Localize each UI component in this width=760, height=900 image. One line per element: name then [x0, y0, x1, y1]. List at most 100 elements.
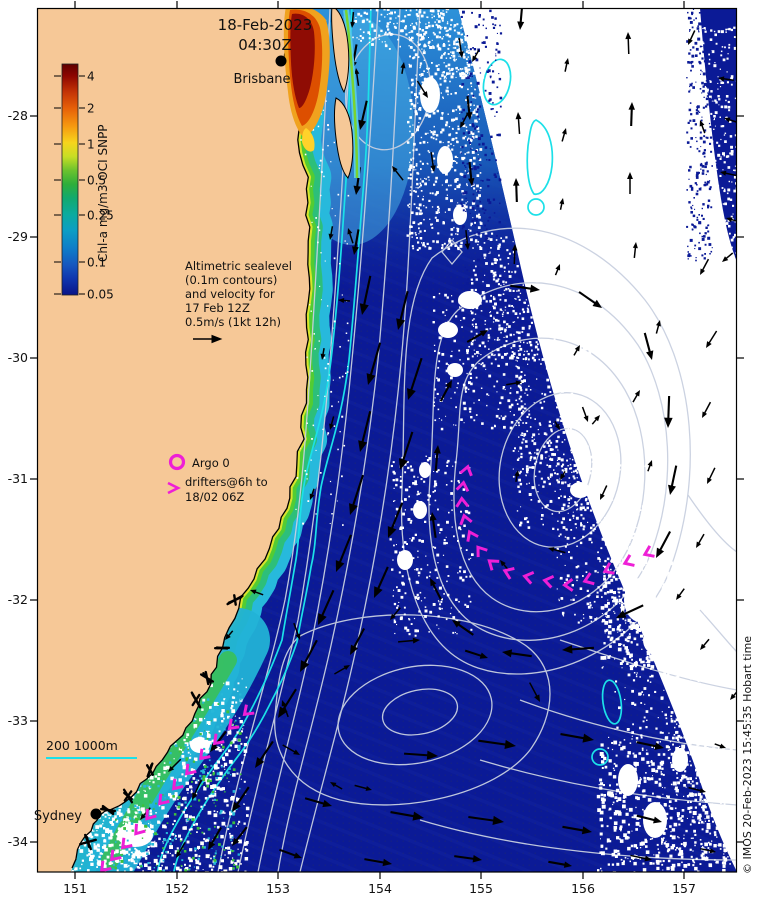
- speckle: [715, 201, 718, 204]
- speckle: [642, 612, 644, 614]
- speckle: [474, 32, 477, 34]
- speckle: [598, 809, 601, 812]
- speckle: [419, 64, 422, 67]
- speckle: [608, 450, 610, 452]
- speckle: [410, 136, 412, 138]
- speckle: [728, 120, 732, 123]
- speckle: [519, 470, 522, 473]
- speckle: [414, 533, 417, 536]
- speckle: [664, 825, 666, 827]
- speckle: [245, 849, 249, 852]
- speckle: [670, 845, 674, 850]
- speckle: [622, 631, 626, 634]
- speckle: [466, 20, 470, 23]
- speckle: [478, 344, 481, 347]
- speckle: [329, 480, 332, 483]
- speckle: [243, 822, 246, 825]
- speckle: [713, 64, 717, 68]
- speckle: [641, 747, 644, 750]
- speckle: [412, 26, 416, 30]
- speckle: [541, 392, 543, 395]
- speckle: [459, 359, 461, 361]
- speckle: [89, 850, 93, 854]
- speckle: [465, 202, 467, 204]
- speckle: [619, 624, 622, 627]
- speckle: [193, 745, 197, 749]
- speckle: [710, 715, 713, 718]
- speckle: [676, 772, 678, 775]
- speckle: [569, 458, 571, 460]
- speckle: [679, 736, 683, 739]
- speckle: [467, 357, 470, 361]
- speckle: [614, 507, 618, 511]
- speckle: [419, 237, 423, 240]
- speckle: [637, 816, 641, 820]
- speckle: [467, 151, 470, 154]
- speckle: [490, 270, 494, 273]
- speckle: [503, 320, 506, 324]
- speckle: [437, 600, 440, 602]
- speckle: [520, 506, 522, 508]
- speckle: [409, 164, 413, 168]
- speckle: [646, 628, 650, 632]
- speckle: [705, 755, 710, 760]
- speckle: [528, 413, 531, 416]
- speckle: [599, 851, 602, 854]
- speckle: [699, 863, 702, 865]
- speckle: [618, 598, 622, 603]
- speckle: [497, 247, 500, 250]
- speckle: [412, 82, 414, 85]
- speckle: [433, 344, 436, 346]
- speckle: [332, 327, 334, 329]
- speckle: [612, 804, 614, 806]
- speckle: [600, 458, 603, 460]
- speckle: [687, 806, 691, 810]
- speckle: [433, 485, 436, 488]
- speckle: [446, 90, 449, 93]
- speckle: [602, 488, 604, 490]
- speckle: [130, 851, 133, 854]
- speckle: [626, 582, 628, 584]
- speckle: [613, 596, 617, 600]
- speckle: [479, 29, 482, 31]
- speckle: [650, 657, 654, 662]
- speckle: [656, 608, 658, 610]
- speckle: [608, 619, 613, 624]
- speckle: [454, 169, 457, 172]
- speckle: [708, 819, 710, 822]
- speckle: [698, 803, 701, 806]
- speckle: [665, 588, 669, 592]
- speckle: [633, 844, 638, 848]
- speckle: [440, 601, 443, 603]
- speckle: [407, 177, 410, 180]
- speckle: [624, 856, 627, 859]
- speckle: [427, 44, 430, 47]
- speckle: [521, 317, 525, 320]
- speckle: [579, 587, 583, 590]
- speckle: [499, 401, 502, 405]
- speckle: [534, 299, 538, 302]
- speckle: [558, 368, 561, 371]
- speckle: [460, 69, 462, 71]
- speckle: [713, 844, 717, 848]
- speckle: [602, 784, 605, 787]
- speckle: [455, 109, 458, 111]
- speckle: [417, 223, 420, 226]
- speckle: [428, 494, 431, 498]
- speckle: [571, 368, 573, 370]
- speckle: [447, 247, 451, 250]
- speckle: [701, 732, 703, 734]
- speckle: [501, 355, 504, 358]
- speckle: [604, 431, 607, 434]
- speckle: [683, 727, 686, 730]
- speckle: [530, 453, 532, 455]
- speckle: [429, 571, 432, 574]
- speckle: [710, 797, 714, 800]
- speckle: [347, 339, 350, 342]
- speckle: [227, 846, 231, 850]
- speckle: [466, 39, 469, 42]
- speckle: [629, 621, 632, 624]
- speckle: [597, 551, 599, 554]
- speckle: [619, 838, 621, 840]
- speckle: [686, 605, 689, 607]
